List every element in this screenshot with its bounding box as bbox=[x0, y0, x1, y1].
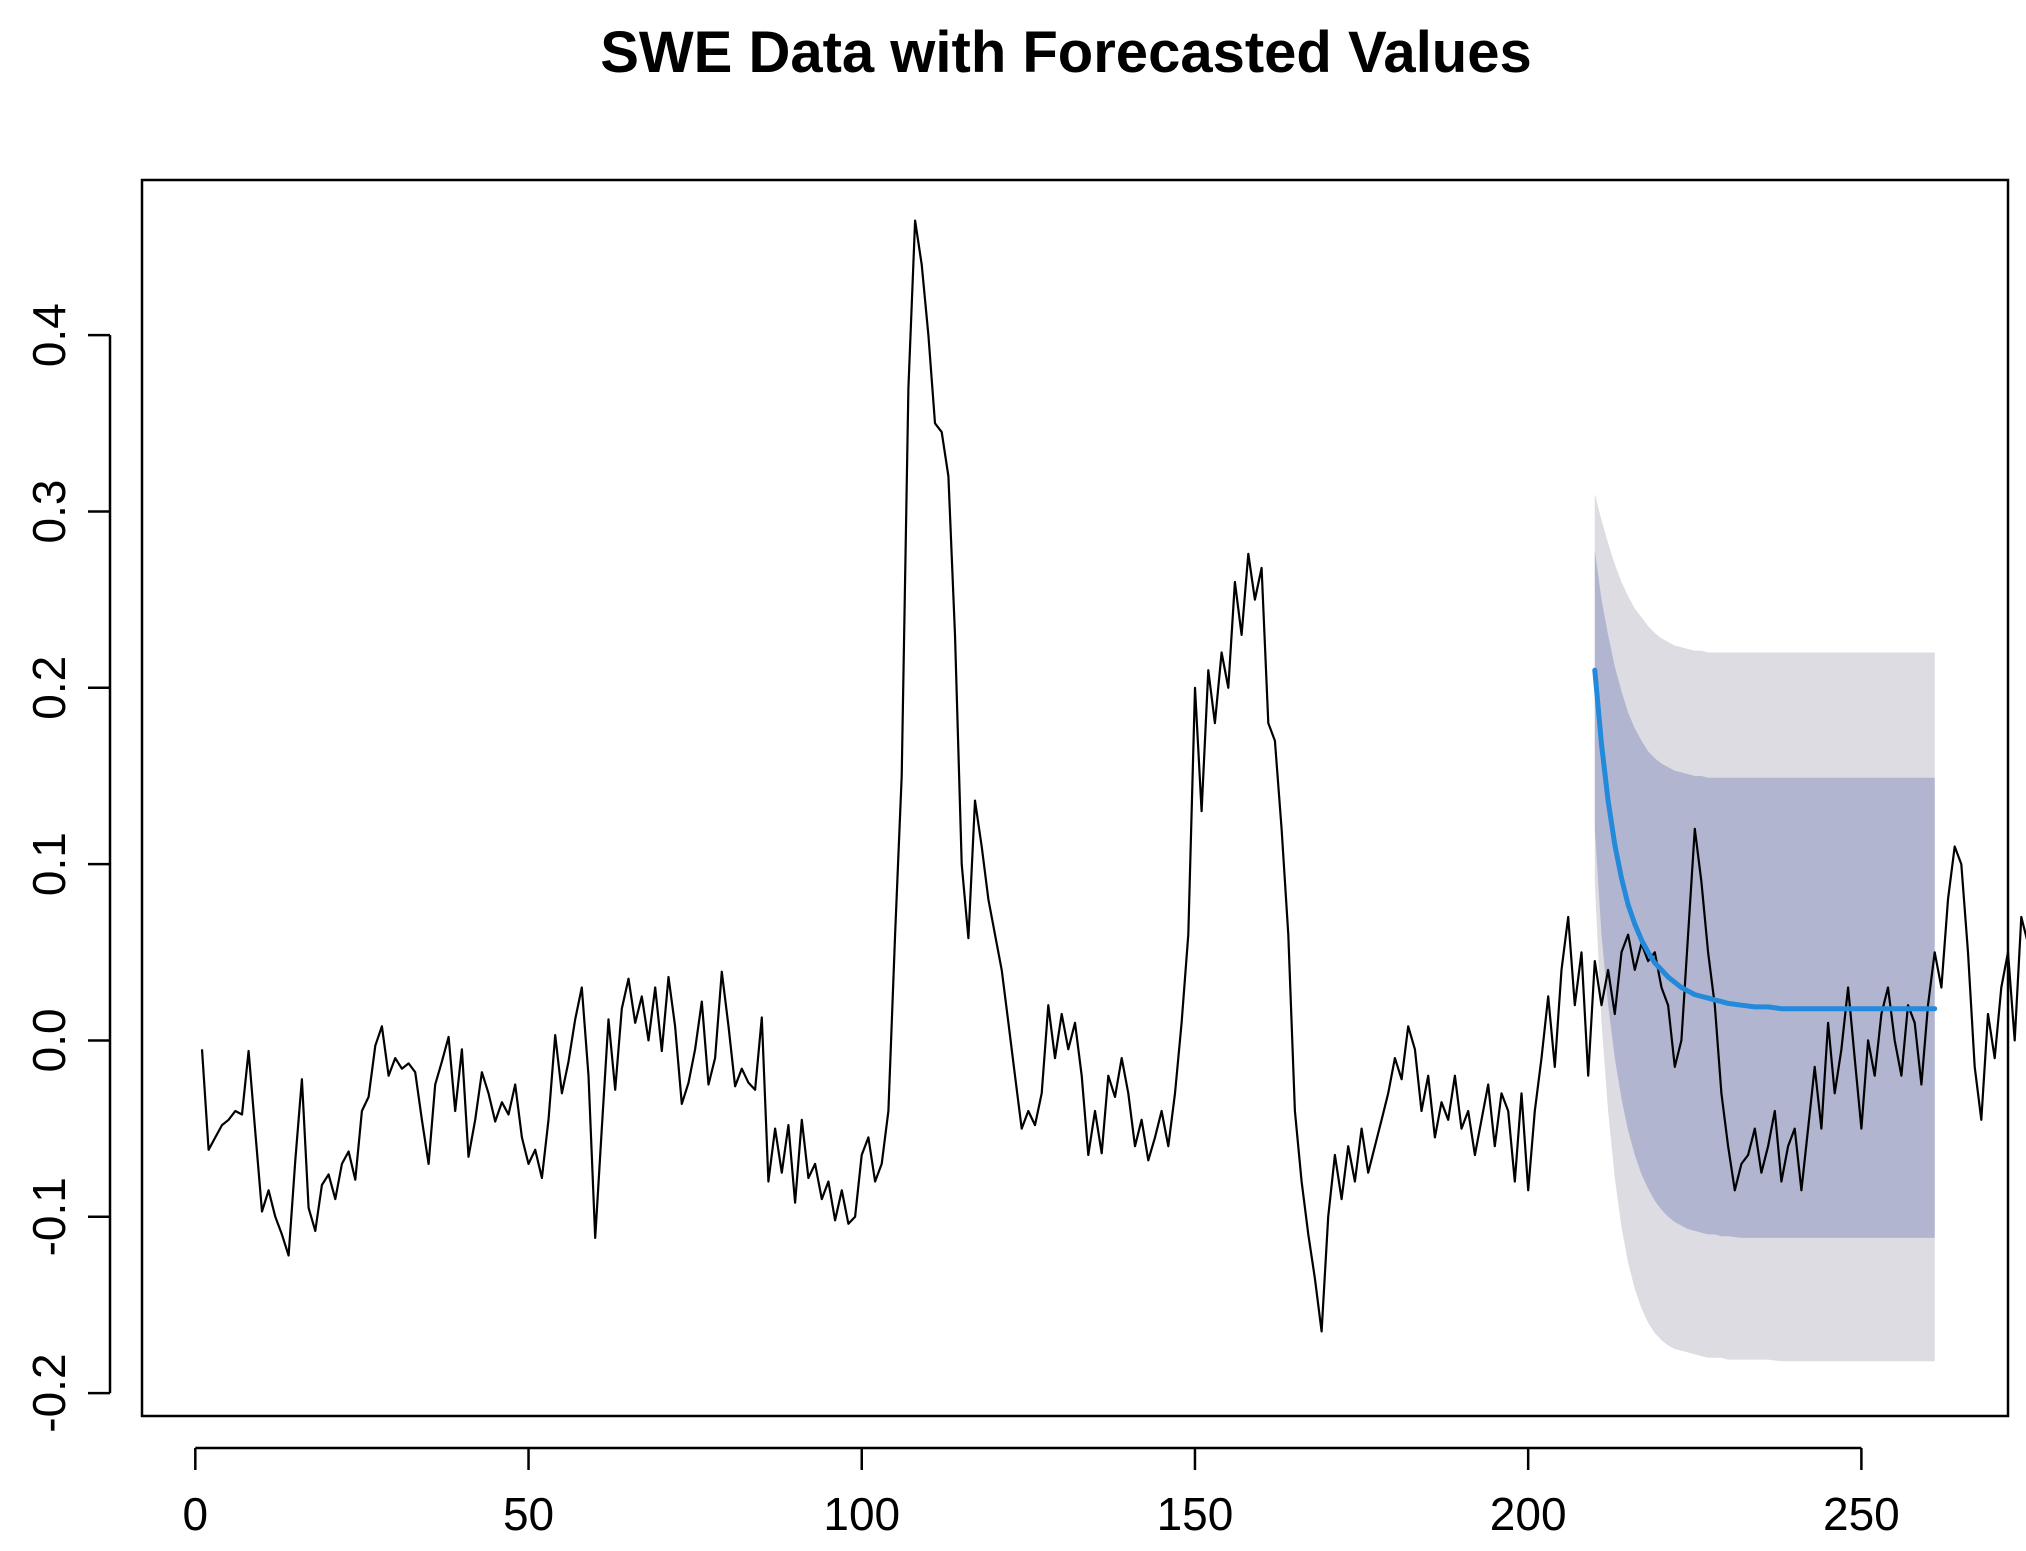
x-tick-label: 100 bbox=[823, 1488, 900, 1540]
plot-frame bbox=[140, 178, 2010, 1418]
observed-series-line bbox=[200, 219, 2026, 1333]
y-tick-label: 0.4 bbox=[23, 303, 75, 367]
x-tick-label: 50 bbox=[503, 1488, 554, 1540]
x-tick-label: 200 bbox=[1490, 1488, 1567, 1540]
axes: 0 50 100 150 200 250 -0.2 -0.1 0.0 0.1 0.2 0.3 0.4 bbox=[23, 178, 2010, 1540]
y-tick-label: -0.2 bbox=[23, 1353, 75, 1432]
y-tick-label: -0.1 bbox=[23, 1177, 75, 1256]
x-tick-label: 250 bbox=[1823, 1488, 1900, 1540]
y-tick-label: 0.2 bbox=[23, 656, 75, 720]
forecast-line bbox=[1592, 667, 1938, 1012]
x-tick-label: 0 bbox=[183, 1488, 209, 1540]
chart-title: SWE Data with Forecasted Values bbox=[600, 20, 1532, 85]
y-tick-label: 0.1 bbox=[23, 832, 75, 896]
x-tick-label: 150 bbox=[1157, 1488, 1234, 1540]
y-tick-label: 0.0 bbox=[23, 1008, 75, 1072]
plot-area bbox=[200, 219, 2026, 1362]
interval-80-band bbox=[1594, 550, 1935, 1238]
y-tick-label: 0.3 bbox=[23, 480, 75, 544]
